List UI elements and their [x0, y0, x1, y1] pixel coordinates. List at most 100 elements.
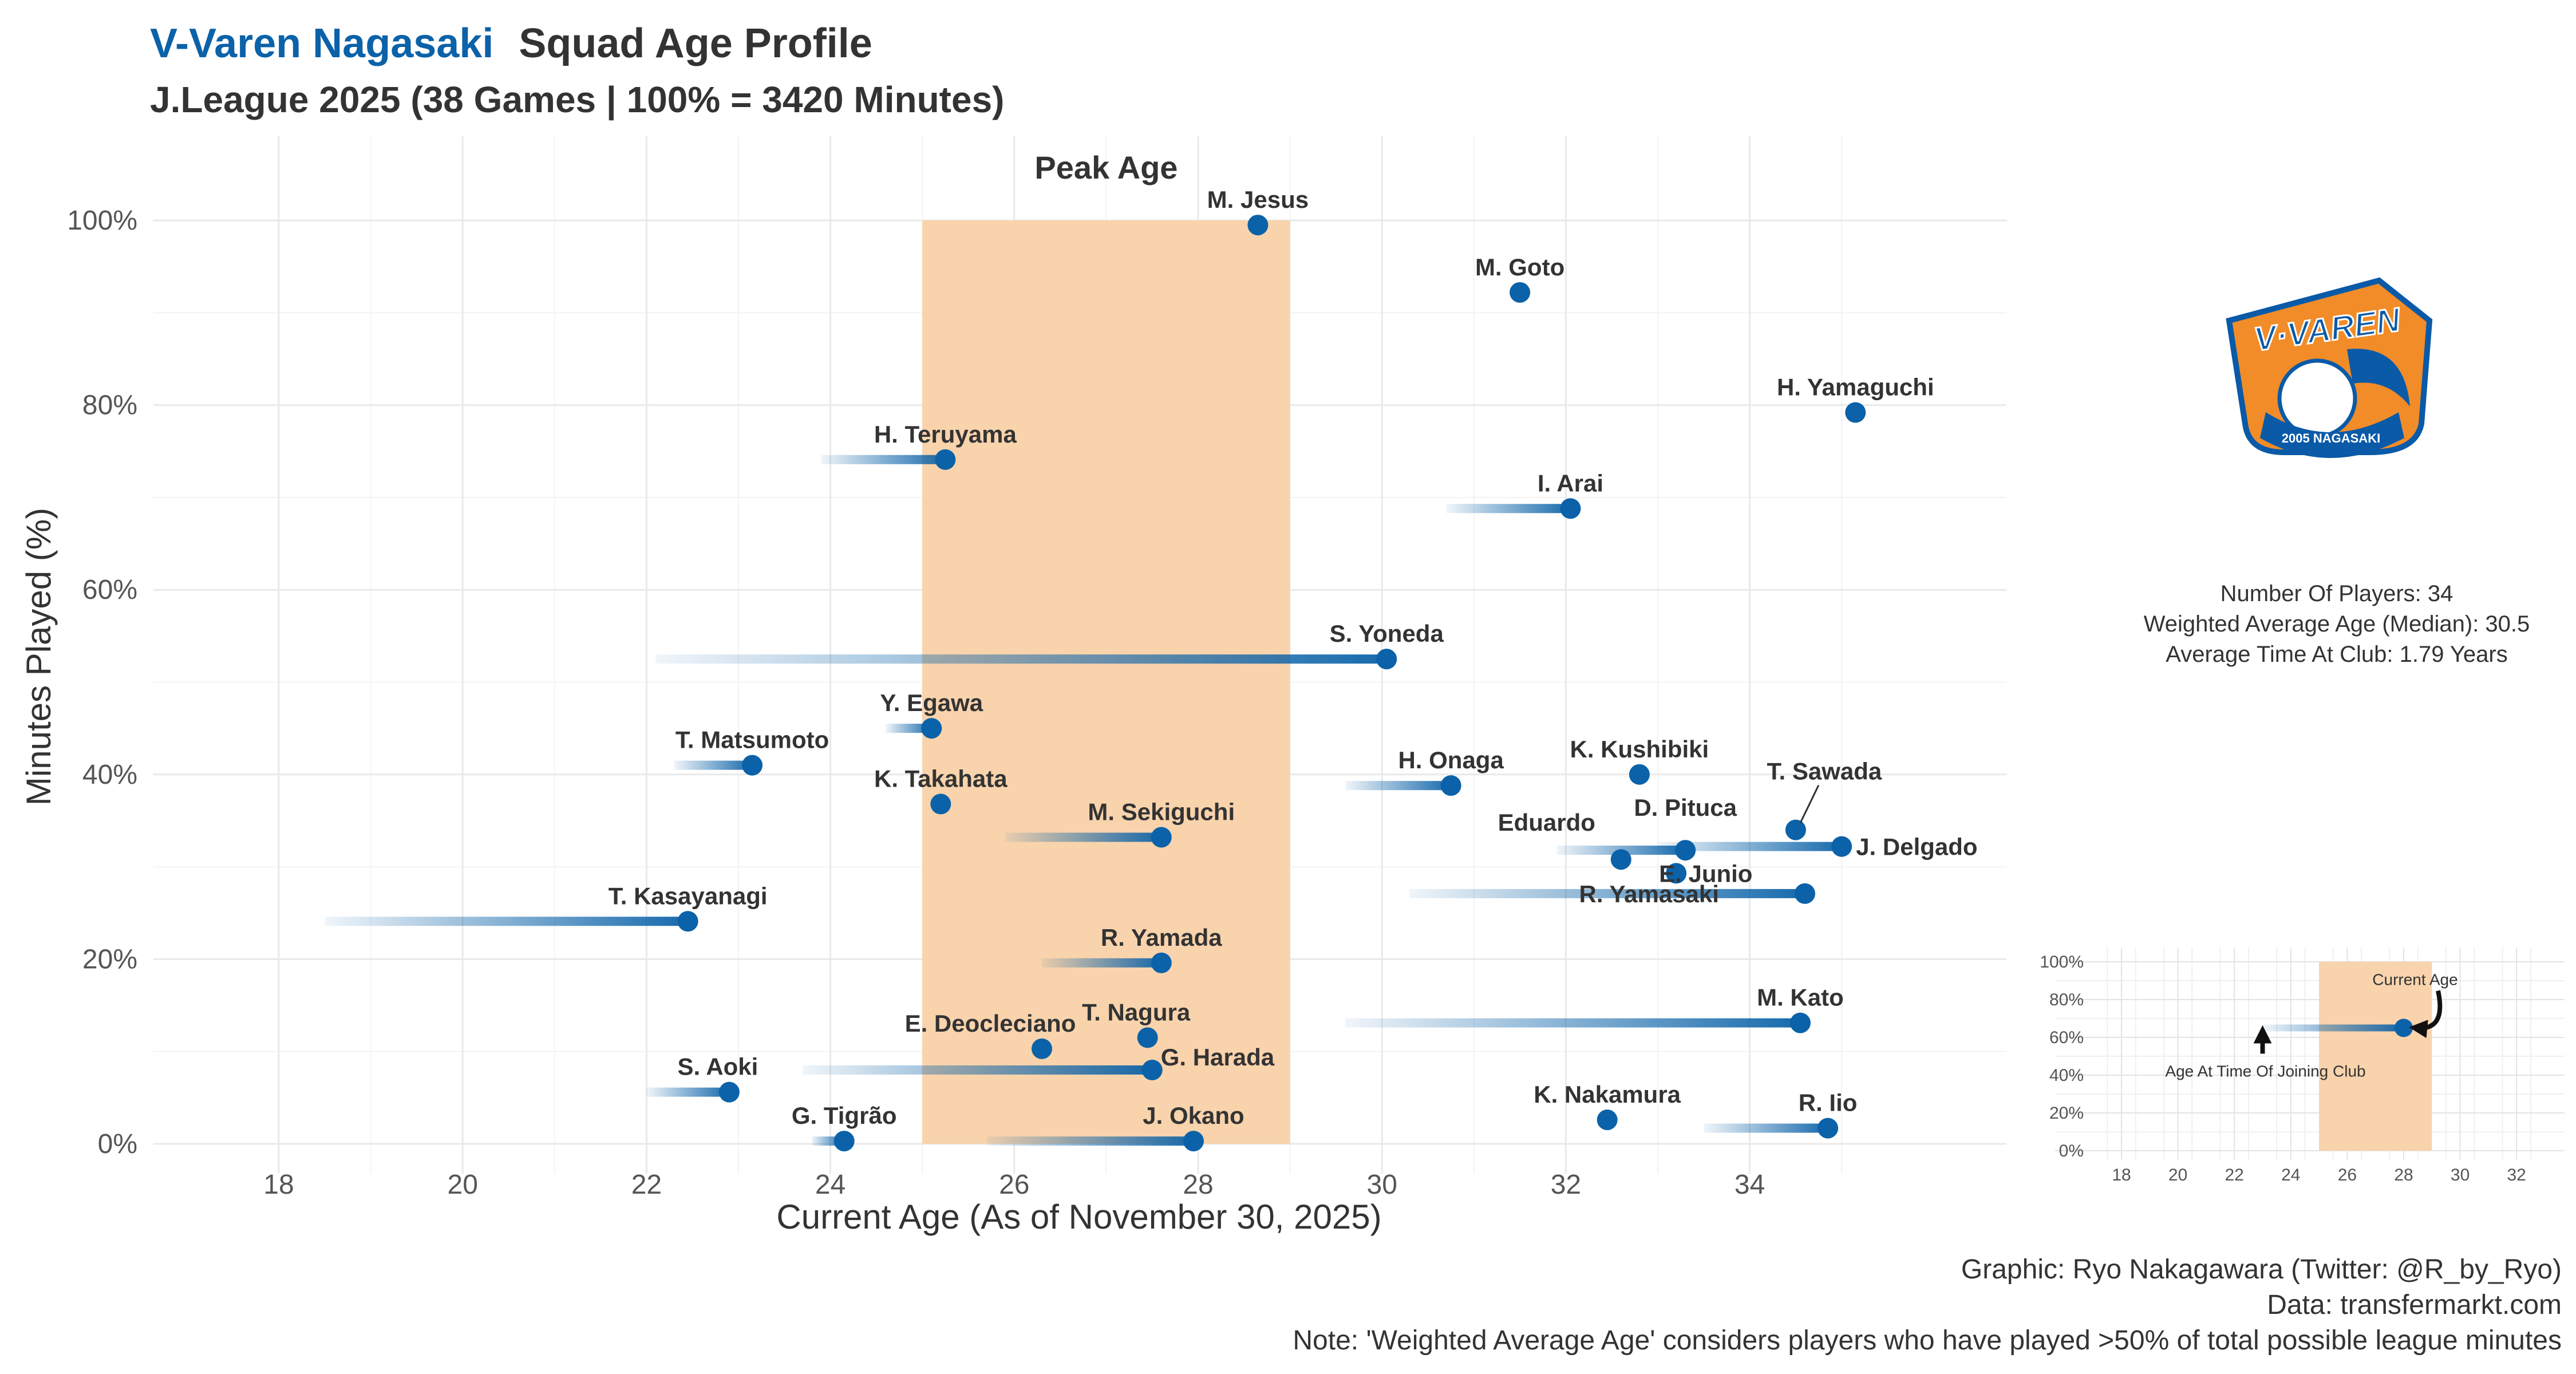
main-axes: 18 20 22 24 26 28 30 32 34 0% 20% 40% 60% 80% 100%	[67, 206, 1765, 1200]
footer-credit: Graphic: Ryo Nakagawara (Twitter: @R_by_…	[1961, 1254, 2562, 1285]
y-axis-title: Minutes Played (%)	[19, 508, 58, 806]
y-tick-label: 0%	[98, 1129, 137, 1159]
player-label: T. Matsumoto	[675, 727, 829, 753]
player-point	[1610, 849, 1631, 870]
player-label: H. Yamaguchi	[1777, 374, 1934, 401]
tenure-line	[986, 1136, 1194, 1146]
player-point	[1831, 836, 1852, 857]
player-label: R. Yamasaki	[1579, 881, 1719, 907]
mini-x-tick-label: 32	[2507, 1166, 2526, 1185]
player-point	[1247, 215, 1269, 236]
tenure-line	[1005, 832, 1161, 842]
mini-y-tick-label: 80%	[2049, 990, 2084, 1009]
player-point	[718, 1081, 740, 1103]
x-tick-label: 32	[1551, 1170, 1581, 1200]
mini-x-tick-label: 18	[2112, 1166, 2131, 1185]
player-point	[1560, 498, 1581, 519]
player-label: K. Kushibiki	[1570, 736, 1709, 763]
stat-weighted-average-age: Weighted Average Age (Median): 30.5	[2144, 611, 2530, 637]
mini-x-tick-label: 24	[2281, 1166, 2300, 1185]
footer-source: Data: transfermarkt.com	[2267, 1290, 2562, 1320]
title-rest: Squad Age Profile	[519, 21, 872, 66]
x-tick-label: 28	[1183, 1170, 1213, 1200]
player-point	[1151, 827, 1172, 848]
player-point	[1031, 1038, 1052, 1059]
x-tick-label: 34	[1735, 1170, 1765, 1200]
club-logo: V·VAREN 2005 NAGASAKI	[2226, 277, 2433, 458]
player-label: G. Tigrão	[792, 1102, 897, 1129]
player-point	[742, 755, 763, 776]
player-label: D. Pituca	[1634, 794, 1737, 821]
mini-joined-age-label: Age At Time Of Joining Club	[2165, 1063, 2365, 1080]
x-tick-label: 24	[815, 1170, 846, 1200]
player-label: S. Aoki	[678, 1053, 758, 1080]
tenure-line	[325, 917, 688, 926]
label-leader-line	[1799, 784, 1820, 824]
player-point	[1666, 863, 1687, 884]
player-point	[1151, 952, 1172, 973]
player-label: Eduardo	[1498, 809, 1595, 836]
tenure-line	[821, 455, 946, 464]
tenure-line	[803, 1065, 1152, 1075]
mini-current-age-label: Current Age	[2372, 971, 2458, 989]
player-point	[833, 1131, 855, 1152]
x-tick-label: 30	[1367, 1170, 1397, 1200]
player-label: T. Kasayanagi	[609, 882, 768, 909]
peak-age-band: Peak Age	[922, 149, 1290, 1144]
mini-y-tick-label: 0%	[2059, 1142, 2084, 1160]
player-label: G. Harada	[1161, 1044, 1275, 1071]
team-name: V-Varen Nagasaki	[150, 21, 493, 66]
logo-bird-icon	[2347, 349, 2410, 406]
player-label: K. Nakamura	[1534, 1081, 1681, 1108]
player-label: R. Yamada	[1101, 924, 1222, 951]
tenure-line	[646, 1087, 729, 1097]
mini-x-tick-label: 30	[2451, 1166, 2470, 1185]
mini-peak-band	[2319, 962, 2432, 1151]
tenure-line	[1345, 1018, 1800, 1028]
mini-y-tick-label: 100%	[2040, 953, 2084, 972]
footer-note: Note: 'Weighted Average Age' considers p…	[1293, 1325, 2562, 1356]
player-point	[930, 793, 951, 815]
tenure-line	[1409, 889, 1805, 898]
tenure-line	[674, 760, 753, 770]
player-point	[1510, 282, 1531, 303]
y-tick-label: 80%	[82, 390, 137, 421]
tenure-line	[1704, 1123, 1828, 1133]
mini-tenure-line	[2262, 1024, 2404, 1032]
x-tick-label: 18	[263, 1170, 294, 1200]
tenure-line	[1345, 781, 1451, 791]
player-point	[1794, 883, 1815, 904]
chart-title: V-Varen Nagasaki Squad Age Profile	[150, 21, 872, 66]
legend-mini-chart: 18 20 22 24 26 28 30 32 0% 20% 40% 60% 80% 100% Curren…	[2040, 947, 2565, 1185]
x-tick-label: 26	[999, 1170, 1029, 1200]
y-tick-label: 40%	[82, 760, 137, 790]
tenure-line	[1446, 504, 1571, 514]
y-tick-label: 100%	[67, 206, 137, 236]
player-label: K. Takahata	[874, 765, 1008, 792]
player-point	[1675, 840, 1696, 861]
player-label: Y. Egawa	[880, 689, 983, 716]
mini-current-age-arrow	[2409, 990, 2443, 1039]
mini-x-tick-label: 26	[2338, 1166, 2357, 1185]
player-label: J. Okano	[1143, 1102, 1244, 1129]
player-point	[1789, 1012, 1811, 1033]
y-tick-label: 20%	[82, 944, 137, 974]
player-label: M. Sekiguchi	[1088, 798, 1235, 825]
player-points	[677, 215, 1866, 1152]
logo-ribbon-text: 2005 NAGASAKI	[2282, 431, 2380, 445]
mini-y-tick-label: 40%	[2049, 1066, 2084, 1085]
player-label: M. Kato	[1757, 984, 1844, 1011]
y-tick-label: 60%	[82, 575, 137, 605]
tenure-line	[885, 724, 932, 733]
chart-subtitle: J.League 2025 (38 Games | 100% = 3420 Mi…	[150, 79, 1004, 121]
tenure-line	[655, 654, 1387, 664]
player-point	[921, 718, 942, 739]
player-point	[1137, 1027, 1158, 1048]
player-point	[1818, 1118, 1839, 1139]
mini-player-point	[2395, 1018, 2413, 1037]
stat-number-of-players: Number Of Players: 34	[2221, 581, 2453, 606]
mini-y-tick-label: 20%	[2049, 1104, 2084, 1123]
player-point	[1629, 764, 1650, 785]
player-point	[1376, 649, 1397, 670]
player-point	[1597, 1110, 1618, 1131]
